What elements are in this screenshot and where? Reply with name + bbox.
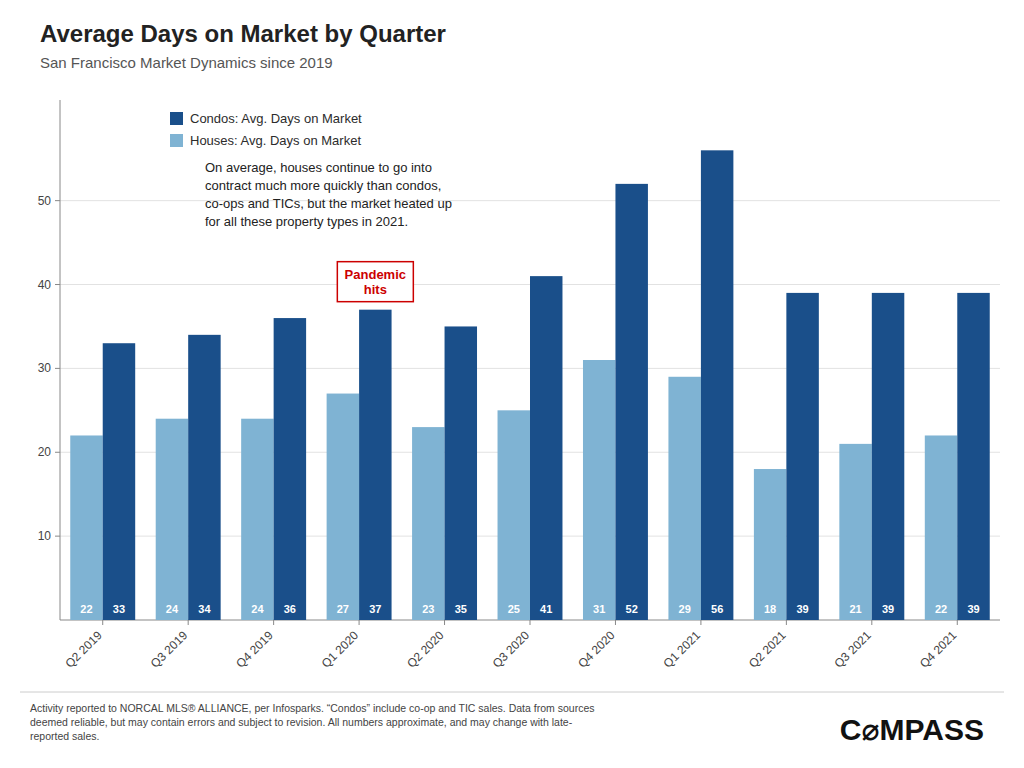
legend-swatch <box>170 112 183 125</box>
x-tick-label: Q3 2019 <box>148 628 191 671</box>
data-label: 22 <box>935 603 947 615</box>
y-tick-label: 50 <box>38 194 52 208</box>
bar <box>925 435 957 620</box>
bar <box>188 335 220 620</box>
x-tick-label: Q4 2019 <box>233 628 276 671</box>
data-label: 25 <box>508 603 520 615</box>
y-tick-label: 20 <box>38 445 52 459</box>
x-tick <box>615 620 616 625</box>
x-tick-label: Q4 2021 <box>917 628 960 671</box>
title: Average Days on Market by Quarter <box>40 20 446 47</box>
footer-rule <box>20 692 1004 693</box>
data-label: 23 <box>422 603 434 615</box>
bar <box>701 150 733 620</box>
x-tick <box>957 620 958 625</box>
bar <box>786 293 818 620</box>
callout: Pandemichits <box>337 262 413 302</box>
x-tick-label: Q3 2021 <box>831 628 874 671</box>
logo: C⌀MPASS <box>840 713 984 746</box>
bar <box>445 326 477 620</box>
bar <box>615 184 647 620</box>
legend-label: Condos: Avg. Days on Market <box>190 111 362 126</box>
bar <box>583 360 615 620</box>
bar <box>839 444 871 620</box>
data-label: 21 <box>849 603 861 615</box>
footer-text: Activity reported to NORCAL MLS® ALLIANC… <box>30 702 594 742</box>
bar <box>872 293 904 620</box>
bar <box>412 427 444 620</box>
y-tick-label: 10 <box>38 529 52 543</box>
bar <box>70 435 102 620</box>
callout-box <box>337 262 413 302</box>
data-label: 31 <box>593 603 605 615</box>
x-tick <box>102 620 103 625</box>
bar <box>957 293 989 620</box>
data-label: 39 <box>882 603 894 615</box>
data-label: 52 <box>626 603 638 615</box>
annotation: On average, houses continue to go intoco… <box>205 160 452 229</box>
data-label: 37 <box>369 603 381 615</box>
data-label: 27 <box>337 603 349 615</box>
bar <box>241 419 273 620</box>
x-tick-label: Q3 2020 <box>490 628 533 671</box>
x-tick <box>273 620 274 625</box>
legend: Condos: Avg. Days on Market Houses: Avg. … <box>170 111 362 148</box>
chart-root: Average Days on Market by Quarter San Fra… <box>0 0 1024 768</box>
data-label: 22 <box>80 603 92 615</box>
data-label: 18 <box>764 603 776 615</box>
x-tick <box>530 620 531 625</box>
x-tick-label: Q2 2019 <box>62 628 105 671</box>
y-axis <box>60 100 61 620</box>
subtitle: San Francisco Market Dynamics since 2019 <box>40 54 333 71</box>
bar <box>327 394 359 620</box>
x-tick-label: Q4 2020 <box>575 628 618 671</box>
x-tick-label: Q1 2020 <box>319 628 362 671</box>
x-tick <box>188 620 189 625</box>
x-tick <box>871 620 872 625</box>
x-tick-label: Q2 2020 <box>404 628 447 671</box>
data-label: 24 <box>166 603 179 615</box>
x-tick-label: Q1 2021 <box>661 628 704 671</box>
x-tick <box>444 620 445 625</box>
x-tick-label: Q2 2021 <box>746 628 789 671</box>
bar <box>530 276 562 620</box>
callout-text: Pandemichits <box>345 267 406 297</box>
data-label: 29 <box>679 603 691 615</box>
data-label: 56 <box>711 603 723 615</box>
bar <box>156 419 188 620</box>
data-label: 35 <box>455 603 467 615</box>
y-tick <box>55 284 60 285</box>
y-tick <box>55 536 60 537</box>
data-label: 33 <box>113 603 125 615</box>
bar <box>359 310 391 620</box>
y-tick <box>55 368 60 369</box>
y-tick-label: 30 <box>38 361 52 375</box>
y-tick <box>55 200 60 201</box>
data-label: 39 <box>796 603 808 615</box>
bar <box>668 377 700 620</box>
legend-label: Houses: Avg. Days on Market <box>190 133 361 148</box>
grid-line <box>60 200 1000 201</box>
x-tick <box>700 620 701 625</box>
legend-swatch <box>170 134 183 147</box>
x-tick <box>359 620 360 625</box>
bar <box>103 343 135 620</box>
bar <box>274 318 306 620</box>
data-label: 34 <box>198 603 211 615</box>
y-tick <box>55 452 60 453</box>
bar <box>498 410 530 620</box>
bar <box>754 469 786 620</box>
data-label: 24 <box>251 603 264 615</box>
data-labels: 22 24 24 27 23 25 31 29 18 21 22 33 34 36 37 35 41 52 56 39… <box>80 603 979 615</box>
data-label: 36 <box>284 603 296 615</box>
data-label: 39 <box>967 603 979 615</box>
bars <box>70 150 989 620</box>
x-tick <box>786 620 787 625</box>
y-tick-label: 40 <box>38 278 52 292</box>
data-label: 41 <box>540 603 552 615</box>
